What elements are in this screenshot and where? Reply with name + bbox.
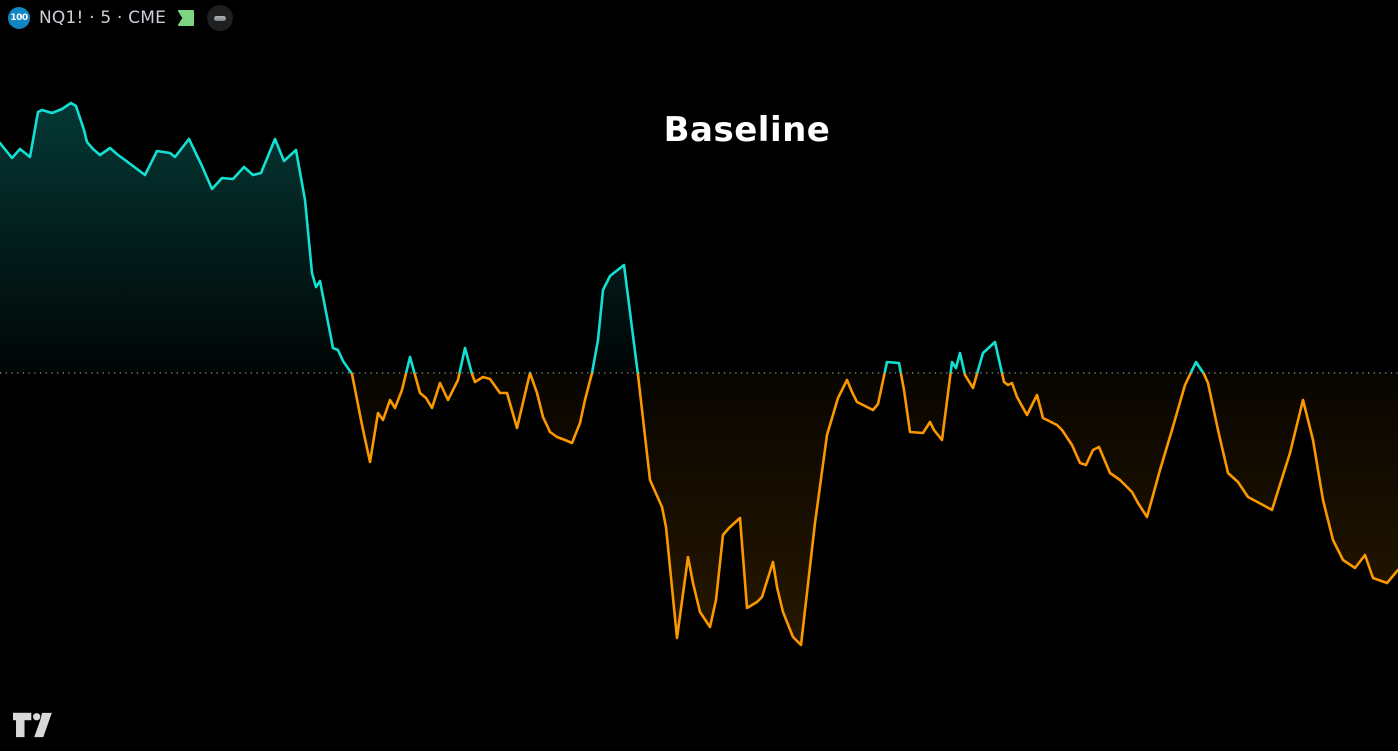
top-line-path — [0, 101, 1205, 373]
bottom-area-fill — [0, 373, 1398, 645]
symbol-title[interactable]: NQ1! · 5 · CME — [39, 8, 167, 28]
minus-icon — [214, 15, 227, 21]
minimize-legend-button[interactable] — [207, 5, 234, 31]
percent-badge-icon[interactable]: 100 — [8, 7, 30, 29]
top-area-fill — [0, 103, 1398, 373]
bottom-line-path — [349, 373, 1398, 647]
tradingview-logo-icon[interactable] — [13, 712, 53, 738]
flag-icon[interactable] — [177, 9, 195, 27]
symbol-legend: 100 NQ1! · 5 · CME — [8, 5, 234, 31]
indicator-title: Baseline — [663, 110, 831, 150]
